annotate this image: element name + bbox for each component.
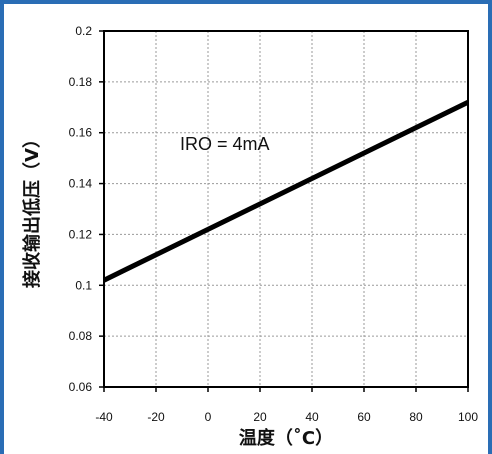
- y-axis-title: 接收输出低压（V）: [21, 130, 43, 288]
- y-tick-label: 0.1: [75, 278, 92, 292]
- x-tick-label: 60: [357, 410, 371, 424]
- series-line: [102, 99, 470, 283]
- annotation-label: IRO = 4mA: [180, 134, 270, 154]
- y-tick-labels: 0.06 0.08 0.1 0.12 0.14 0.16 0.18 0.2: [69, 24, 104, 394]
- x-tick-label: 0: [205, 410, 212, 424]
- y-tick-label: 0.16: [69, 126, 93, 140]
- y-tick-label: 0.18: [69, 75, 93, 89]
- series-lines: [102, 99, 470, 283]
- x-tick-label: -40: [95, 410, 113, 424]
- x-axis-title: 温度（˚C）: [239, 427, 333, 449]
- x-tick-label: 20: [253, 410, 267, 424]
- plot-area-border: [103, 30, 469, 388]
- x-tick-label: -20: [147, 410, 165, 424]
- y-tick-label: 0.06: [69, 380, 93, 394]
- y-tick-label: 0.2: [75, 24, 92, 38]
- y-tick-label: 0.14: [69, 177, 93, 191]
- x-tick-label: 100: [458, 410, 478, 424]
- x-tick-label: 80: [409, 410, 423, 424]
- x-tick-labels: -40 -20 0 20 40 60 80 100: [95, 387, 478, 424]
- grid-lines: [104, 31, 468, 387]
- y-tick-label: 0.12: [69, 227, 93, 241]
- x-tick-label: 40: [305, 410, 319, 424]
- y-tick-label: 0.08: [69, 329, 93, 343]
